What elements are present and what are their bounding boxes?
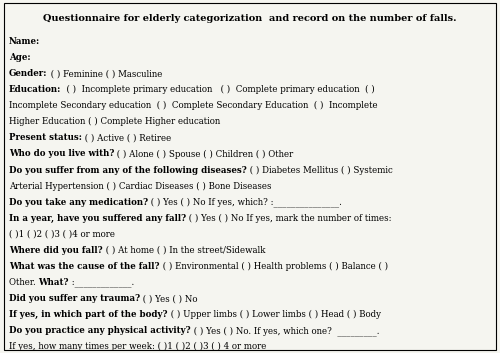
Text: Who do you live with?: Who do you live with? xyxy=(9,150,115,158)
Text: ( ) At home ( ) In the street/Sidewalk: ( ) At home ( ) In the street/Sidewalk xyxy=(102,246,265,255)
FancyBboxPatch shape xyxy=(4,3,496,350)
Text: Education:: Education: xyxy=(9,85,62,94)
Text: Questionnaire for elderly categorization  and record on the number of falls.: Questionnaire for elderly categorization… xyxy=(44,14,457,23)
Text: Do you take any medication?: Do you take any medication? xyxy=(9,198,148,207)
Text: Incomplete Secondary education  ( )  Complete Secondary Education  ( )  Incomple: Incomplete Secondary education ( ) Compl… xyxy=(9,101,378,110)
Text: ( ) Upper limbs ( ) Lower limbs ( ) Head ( ) Body: ( ) Upper limbs ( ) Lower limbs ( ) Head… xyxy=(168,310,380,319)
Text: Do you suffer from any of the following diseases?: Do you suffer from any of the following … xyxy=(9,166,247,174)
Text: :_____________.: :_____________. xyxy=(69,278,134,287)
Text: Name:: Name: xyxy=(9,37,40,46)
Text: ( ) Yes ( ) No. If yes, which one?  _________.: ( ) Yes ( ) No. If yes, which one? _____… xyxy=(190,326,379,336)
Text: ( ) Yes ( ) No: ( ) Yes ( ) No xyxy=(140,294,198,303)
Text: Gender:: Gender: xyxy=(9,69,48,78)
Text: What?: What? xyxy=(38,278,69,287)
Text: Higher Education ( ) Complete Higher education: Higher Education ( ) Complete Higher edu… xyxy=(9,117,220,126)
Text: ( ) Environmental ( ) Health problems ( ) Balance ( ): ( ) Environmental ( ) Health problems ( … xyxy=(160,262,388,271)
Text: ( ) Diabetes Mellitus ( ) Systemic: ( ) Diabetes Mellitus ( ) Systemic xyxy=(247,166,392,175)
Text: ( ) Yes ( ) No If yes, mark the number of times:: ( ) Yes ( ) No If yes, mark the number o… xyxy=(186,214,392,223)
Text: If yes, how many times per week: ( )1 ( )2 ( )3 ( ) 4 or more: If yes, how many times per week: ( )1 ( … xyxy=(9,342,266,351)
Text: In a year, have you suffered any fall?: In a year, have you suffered any fall? xyxy=(9,214,186,223)
Text: ( )  Incomplete primary education   ( )  Complete primary education  ( ): ( ) Incomplete primary education ( ) Com… xyxy=(62,85,375,94)
Text: If yes, in which part of the body?: If yes, in which part of the body? xyxy=(9,310,168,319)
Text: ( ) Alone ( ) Spouse ( ) Children ( ) Other: ( ) Alone ( ) Spouse ( ) Children ( ) Ot… xyxy=(114,150,294,158)
Text: ( ) Feminine ( ) Masculine: ( ) Feminine ( ) Masculine xyxy=(48,69,162,78)
Text: Do you practice any physical activity?: Do you practice any physical activity? xyxy=(9,326,190,335)
Text: ( ) Yes ( ) No If yes, which? :_______________.: ( ) Yes ( ) No If yes, which? :_________… xyxy=(148,198,342,208)
Text: Present status:: Present status: xyxy=(9,133,82,142)
Text: Other.: Other. xyxy=(9,278,38,287)
Text: ( ) Active ( ) Retiree: ( ) Active ( ) Retiree xyxy=(82,133,171,142)
Text: Arterial Hypertension ( ) Cardiac Diseases ( ) Bone Diseases: Arterial Hypertension ( ) Cardiac Diseas… xyxy=(9,181,272,191)
Text: Did you suffer any trauma?: Did you suffer any trauma? xyxy=(9,294,140,303)
Text: ( )1 ( )2 ( )3 ( )4 or more: ( )1 ( )2 ( )3 ( )4 or more xyxy=(9,230,115,239)
Text: Age:: Age: xyxy=(9,53,30,62)
Text: What was the cause of the fall?: What was the cause of the fall? xyxy=(9,262,160,271)
Text: Where did you fall?: Where did you fall? xyxy=(9,246,102,255)
